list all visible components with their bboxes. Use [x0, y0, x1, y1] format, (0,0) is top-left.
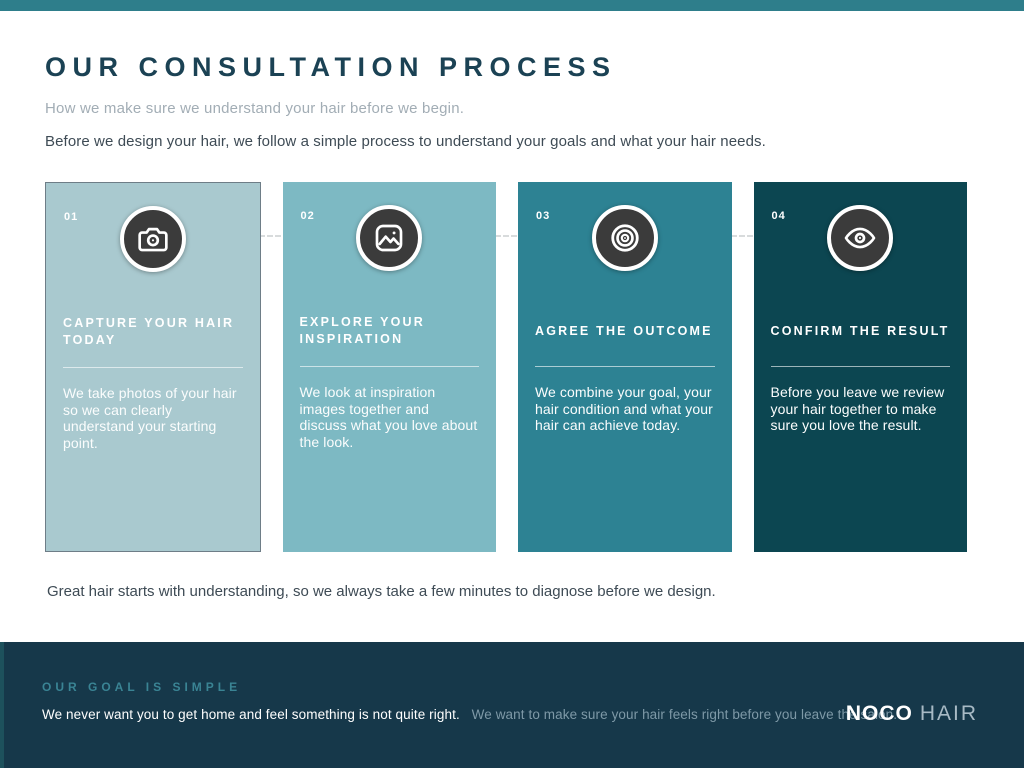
footer: OUR GOAL IS SIMPLE We never want you to … — [0, 642, 1024, 768]
footer-message: We never want you to get home and feel s… — [42, 707, 897, 722]
target-icon — [591, 205, 658, 271]
process-card-explore: 02 EXPLORE YOUR INSPIRATION We look at i… — [282, 182, 496, 552]
footer-accent-strip — [0, 642, 4, 768]
footer-message-muted: We want to make sure your hair feels rig… — [471, 707, 898, 722]
brand-logo: NOCO HAIR — [846, 702, 978, 726]
card-divider — [63, 367, 243, 368]
brand-name-primary: NOCO — [845, 702, 913, 725]
intro-text: Before we design your hair, we follow a … — [45, 133, 766, 150]
footer-message-strong: We never want you to get home and feel s… — [42, 707, 460, 722]
step-number: 01 — [64, 211, 79, 223]
process-card-capture: 01 CAPTURE YOUR HAIR TODAY We take photo… — [45, 182, 261, 552]
step-title: EXPLORE YOUR INSPIRATION — [299, 315, 425, 346]
image-icon — [356, 205, 423, 271]
closing-note: Great hair starts with understanding, so… — [47, 583, 716, 600]
dashed-connector — [731, 235, 753, 237]
card-divider — [770, 366, 950, 367]
process-cards-row: 01 CAPTURE YOUR HAIR TODAY We take photo… — [45, 182, 967, 552]
step-title: AGREE THE OUTCOME — [535, 323, 713, 338]
dashed-connector — [495, 235, 517, 237]
process-card-agree: 03 AGREE THE OUTCOME We combine your goa… — [518, 182, 732, 552]
page-title: OUR CONSULTATION PROCESS — [45, 52, 617, 82]
eye-icon — [827, 205, 894, 271]
step-number: 03 — [536, 210, 551, 222]
card-divider — [535, 366, 715, 367]
step-number: 02 — [300, 210, 315, 222]
camera-icon — [119, 206, 186, 272]
top-accent-bar — [0, 0, 1024, 11]
dashed-connector — [259, 235, 281, 237]
brand-name-secondary: HAIR — [919, 702, 978, 725]
process-card-confirm: 04 CONFIRM THE RESULT Before you leave w… — [753, 182, 967, 552]
page-subtitle: How we make sure we understand your hair… — [45, 100, 465, 117]
step-description: We take photos of your hair so we can cl… — [63, 385, 237, 451]
step-title: CONFIRM THE RESULT — [770, 323, 950, 338]
step-description: We look at inspiration images together a… — [299, 384, 478, 450]
card-divider — [299, 366, 479, 367]
footer-heading: OUR GOAL IS SIMPLE — [42, 680, 242, 694]
step-title: CAPTURE YOUR HAIR TODAY — [63, 316, 235, 347]
step-description: Before you leave we review your hair tog… — [770, 384, 945, 434]
step-number: 04 — [771, 210, 786, 222]
step-description: We combine your goal, your hair conditio… — [535, 384, 713, 434]
